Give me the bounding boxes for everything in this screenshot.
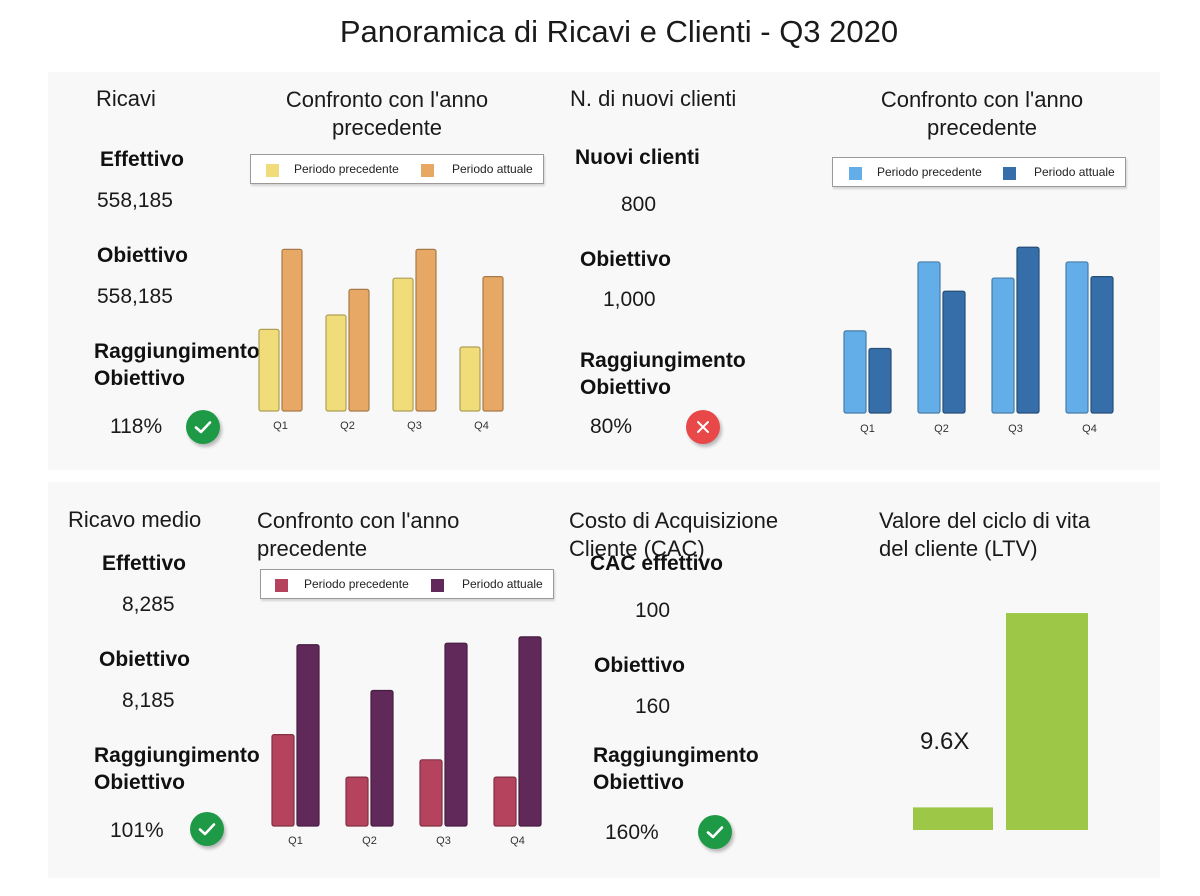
bar-q3-prev bbox=[392, 277, 414, 412]
revenue-section-title: Ricavi bbox=[96, 86, 156, 111]
cac-achievement-value: 160% bbox=[605, 821, 659, 844]
bar-q3-curr bbox=[444, 642, 468, 827]
check-icon bbox=[190, 812, 224, 846]
bar-q1-prev bbox=[843, 330, 867, 414]
bar-q2-prev bbox=[325, 314, 347, 412]
x-tick-label: Q2 bbox=[340, 420, 355, 432]
x-tick-label: Q3 bbox=[407, 420, 422, 432]
bar-q2-curr bbox=[370, 689, 394, 827]
cac-section-title: Costo di Acquisizione Cliente (CAC) bbox=[569, 508, 779, 561]
ltv-bar-cac bbox=[913, 807, 993, 830]
revenue-chart-title: Confronto con l'anno precedente bbox=[285, 87, 489, 140]
legend-label-prev: Periodo precedente bbox=[877, 165, 982, 179]
ltv-section-title: Valore del ciclo di vita del cliente (LTV… bbox=[879, 508, 1091, 561]
bar-q4-curr bbox=[482, 275, 504, 412]
legend-swatch-prev bbox=[275, 579, 288, 592]
bar-q2-prev bbox=[917, 261, 941, 414]
cac-achievement-label: Raggiungimento Obiettivo bbox=[593, 744, 759, 794]
revenue-target-value: 558,185 bbox=[97, 285, 173, 308]
bar-q4-curr bbox=[518, 636, 542, 827]
clients-target-value: 1,000 bbox=[603, 288, 656, 311]
x-tick-label: Q4 bbox=[474, 420, 489, 432]
bar-q1-prev bbox=[258, 328, 280, 412]
bar-q4-prev bbox=[1065, 261, 1089, 414]
avg-chart-title: Confronto con l'anno precedente bbox=[257, 508, 460, 561]
x-tick-label: Q2 bbox=[362, 835, 377, 847]
clients-actual-value: 800 bbox=[621, 193, 657, 216]
bar-q2-curr bbox=[942, 290, 966, 414]
bar-q3-curr bbox=[415, 248, 437, 412]
bar-q1-curr bbox=[868, 347, 892, 414]
avg-section-title: Ricavo medio bbox=[68, 507, 202, 532]
cac-actual-label: CAC effettivo bbox=[590, 552, 724, 575]
revenue-actual-label: Effettivo bbox=[100, 148, 184, 171]
cac-actual-value: 100 bbox=[635, 599, 671, 622]
ltv-ratio-label: 9.6X bbox=[920, 728, 970, 755]
x-tick-label: Q1 bbox=[288, 835, 303, 847]
legend-label-curr: Periodo attuale bbox=[462, 577, 543, 591]
cac-target-value: 160 bbox=[635, 695, 671, 718]
ltv-bar-ltv bbox=[1006, 613, 1088, 830]
bar-q2-prev bbox=[345, 776, 369, 827]
check-icon bbox=[698, 815, 732, 849]
avg-target-value: 8,185 bbox=[122, 689, 175, 712]
bar-q4-curr bbox=[1090, 275, 1114, 414]
legend-swatch-curr bbox=[1003, 167, 1016, 180]
clients-actual-label: Nuovi clienti bbox=[575, 146, 700, 169]
legend-swatch-prev bbox=[849, 167, 862, 180]
legend-label-curr: Periodo attuale bbox=[452, 162, 533, 176]
cross-icon bbox=[686, 410, 720, 444]
cac-target-label: Obiettivo bbox=[594, 654, 686, 677]
ltv-bar-chart bbox=[913, 613, 1088, 830]
clients-chart-legend: Periodo precedente Periodo attuale bbox=[832, 157, 1126, 187]
bar-q1-curr bbox=[281, 248, 303, 412]
revenue-actual-value: 558,185 bbox=[97, 189, 173, 212]
legend-label-curr: Periodo attuale bbox=[1034, 165, 1115, 179]
clients-chart-title: Confronto con l'anno precedente bbox=[880, 87, 1084, 140]
revenue-achievement-value: 118% bbox=[110, 415, 163, 438]
avg-bar-chart: Q1 Q2 Q3 Q4 bbox=[271, 636, 542, 847]
clients-achievement-value: 80% bbox=[590, 415, 633, 438]
avg-chart-legend: Periodo precedente Periodo attuale bbox=[260, 569, 554, 599]
bar-q1-prev bbox=[271, 733, 295, 827]
legend-label-prev: Periodo precedente bbox=[304, 577, 409, 591]
avg-achievement-value: 101% bbox=[110, 819, 164, 842]
revenue-target-label: Obiettivo bbox=[97, 244, 189, 267]
bar-q1-curr bbox=[296, 644, 320, 827]
legend-swatch-prev bbox=[266, 164, 279, 177]
avg-target-label: Obiettivo bbox=[99, 648, 191, 671]
revenue-achievement-label: Raggiungimento Obiettivo bbox=[94, 340, 260, 390]
clients-section-title: N. di nuovi clienti bbox=[570, 86, 737, 111]
clients-bar-chart: Q1 Q2 Q3 Q4 bbox=[843, 246, 1114, 435]
bar-q4-prev bbox=[459, 346, 481, 412]
bar-q4-prev bbox=[493, 776, 517, 827]
bar-q3-curr bbox=[1016, 246, 1040, 414]
legend-swatch-curr bbox=[431, 579, 444, 592]
bar-q3-prev bbox=[419, 759, 443, 827]
x-tick-label: Q3 bbox=[1008, 423, 1023, 435]
x-tick-label: Q4 bbox=[510, 835, 525, 847]
x-tick-label: Q1 bbox=[860, 423, 875, 435]
avg-actual-label: Effettivo bbox=[102, 552, 186, 575]
clients-achievement-label: Raggiungimento Obiettivo bbox=[580, 349, 746, 399]
avg-achievement-label: Raggiungimento Obiettivo bbox=[94, 744, 260, 794]
x-tick-label: Q3 bbox=[436, 835, 451, 847]
revenue-chart-legend: Periodo precedente Periodo attuale bbox=[250, 154, 544, 184]
x-tick-label: Q4 bbox=[1082, 423, 1097, 435]
legend-label-prev: Periodo precedente bbox=[294, 162, 399, 176]
revenue-bar-chart: Q1 Q2 Q3 Q4 bbox=[258, 248, 504, 432]
top-panel bbox=[48, 72, 1160, 470]
bar-q3-prev bbox=[991, 277, 1015, 414]
avg-actual-value: 8,285 bbox=[122, 593, 175, 616]
legend-swatch-curr bbox=[421, 164, 434, 177]
bar-q2-curr bbox=[348, 288, 370, 412]
check-icon bbox=[186, 410, 220, 444]
x-tick-label: Q1 bbox=[273, 420, 288, 432]
page-title: Panoramica di Ricavi e Clienti - Q3 2020 bbox=[339, 14, 899, 49]
x-tick-label: Q2 bbox=[934, 423, 949, 435]
clients-target-label: Obiettivo bbox=[580, 248, 672, 271]
